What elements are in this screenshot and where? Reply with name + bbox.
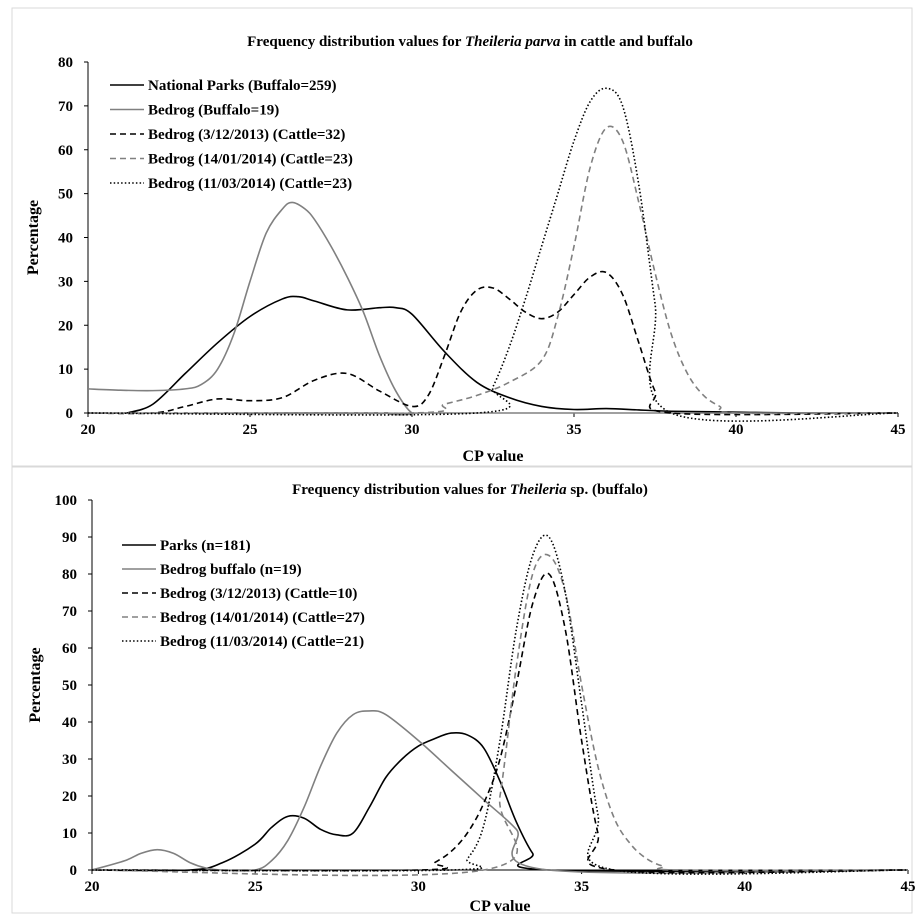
- legend-entry: Bedrog (11/03/2014) (Cattle=23): [148, 176, 352, 192]
- x-tick-label: 35: [574, 879, 589, 895]
- y-axis-label: Percentage: [25, 200, 42, 275]
- x-axis-label: CP value: [470, 898, 531, 915]
- y-tick-label: 60: [58, 143, 73, 159]
- x-tick-label: 30: [405, 422, 420, 438]
- chart-title-part: sp. (buffalo): [567, 482, 648, 498]
- y-tick-label: 100: [55, 493, 78, 509]
- y-tick-label: 0: [66, 406, 74, 422]
- chart-title: Frequency distribution values for Theile…: [247, 34, 693, 50]
- x-tick-label: 40: [729, 422, 744, 438]
- y-tick-label: 70: [62, 604, 77, 620]
- y-tick-label: 60: [62, 641, 77, 657]
- chart-panel-1: Frequency distribution values for Theile…: [11, 7, 913, 467]
- y-tick-label: 0: [70, 863, 78, 879]
- x-tick-label: 35: [567, 422, 582, 438]
- y-tick-label: 30: [58, 274, 73, 290]
- y-tick-label: 20: [58, 318, 73, 334]
- y-tick-label: 40: [62, 715, 77, 731]
- chart-title-part: Frequency distribution values for: [247, 34, 465, 50]
- legend-entry: Parks (n=181): [160, 538, 251, 554]
- series-line-5: [91, 534, 909, 875]
- y-tick-label: 50: [62, 678, 77, 694]
- y-tick-label: 70: [58, 99, 73, 115]
- legend-entry: Bedrog buffalo (n=19): [160, 562, 302, 578]
- chart-frame: [11, 466, 913, 914]
- x-tick-label: 45: [901, 879, 916, 895]
- legend-entry: Bedrog (3/12/2013) (Cattle=32): [148, 127, 345, 143]
- y-tick-label: 30: [62, 752, 77, 768]
- y-tick-label: 80: [58, 55, 73, 71]
- chart-frame: [11, 7, 913, 467]
- series-line-1: [91, 731, 909, 873]
- series-line-3: [91, 572, 909, 874]
- x-tick-label: 45: [891, 422, 906, 438]
- legend-entry: Bedrog (14/01/2014) (Cattle=27): [160, 610, 365, 626]
- x-tick-label: 40: [737, 879, 752, 895]
- legend-entry: National Parks (Buffalo=259): [148, 78, 337, 94]
- chart-title-part: Theileria parva: [465, 34, 561, 50]
- series-line-2: [87, 201, 898, 416]
- legend-entry: Bedrog (11/03/2014) (Cattle=21): [160, 634, 364, 650]
- y-tick-label: 20: [62, 789, 77, 805]
- x-tick-label: 30: [411, 879, 426, 895]
- y-tick-label: 90: [62, 530, 77, 546]
- series-line-1: [126, 295, 899, 414]
- series-line-3: [87, 270, 899, 416]
- x-tick-label: 25: [243, 422, 258, 438]
- chart-title-part: Frequency distribution values for: [292, 482, 510, 498]
- chart-panel-2: Frequency distribution values for Theile…: [11, 466, 916, 915]
- y-tick-label: 10: [62, 826, 77, 842]
- legend-entry: Bedrog (Buffalo=19): [148, 103, 279, 119]
- chart-title-part: in cattle and buffalo: [560, 34, 693, 50]
- legend: National Parks (Buffalo=259) Bedrog (Buff…: [110, 78, 353, 192]
- y-axis-label: Percentage: [27, 647, 44, 722]
- x-axis-label: CP value: [463, 448, 524, 465]
- series-line-4: [91, 553, 909, 877]
- y-tick-label: 10: [58, 362, 73, 378]
- legend-entry: Bedrog (3/12/2013) (Cattle=10): [160, 586, 357, 602]
- y-tick-label: 80: [62, 567, 77, 583]
- x-tick-label: 20: [81, 422, 96, 438]
- legend-entry: Bedrog (14/01/2014) (Cattle=23): [148, 152, 353, 168]
- chart-title-part: Theileria: [510, 482, 567, 498]
- legend: Parks (n=181) Bedrog buffalo (n=19) Bedrog…: [122, 538, 365, 650]
- x-tick-label: 20: [85, 879, 100, 895]
- series-line-4: [87, 125, 899, 415]
- x-tick-label: 25: [248, 879, 263, 895]
- chart-title: Frequency distribution values for Theile…: [292, 482, 648, 498]
- y-tick-label: 50: [58, 187, 73, 203]
- y-tick-label: 40: [58, 231, 73, 247]
